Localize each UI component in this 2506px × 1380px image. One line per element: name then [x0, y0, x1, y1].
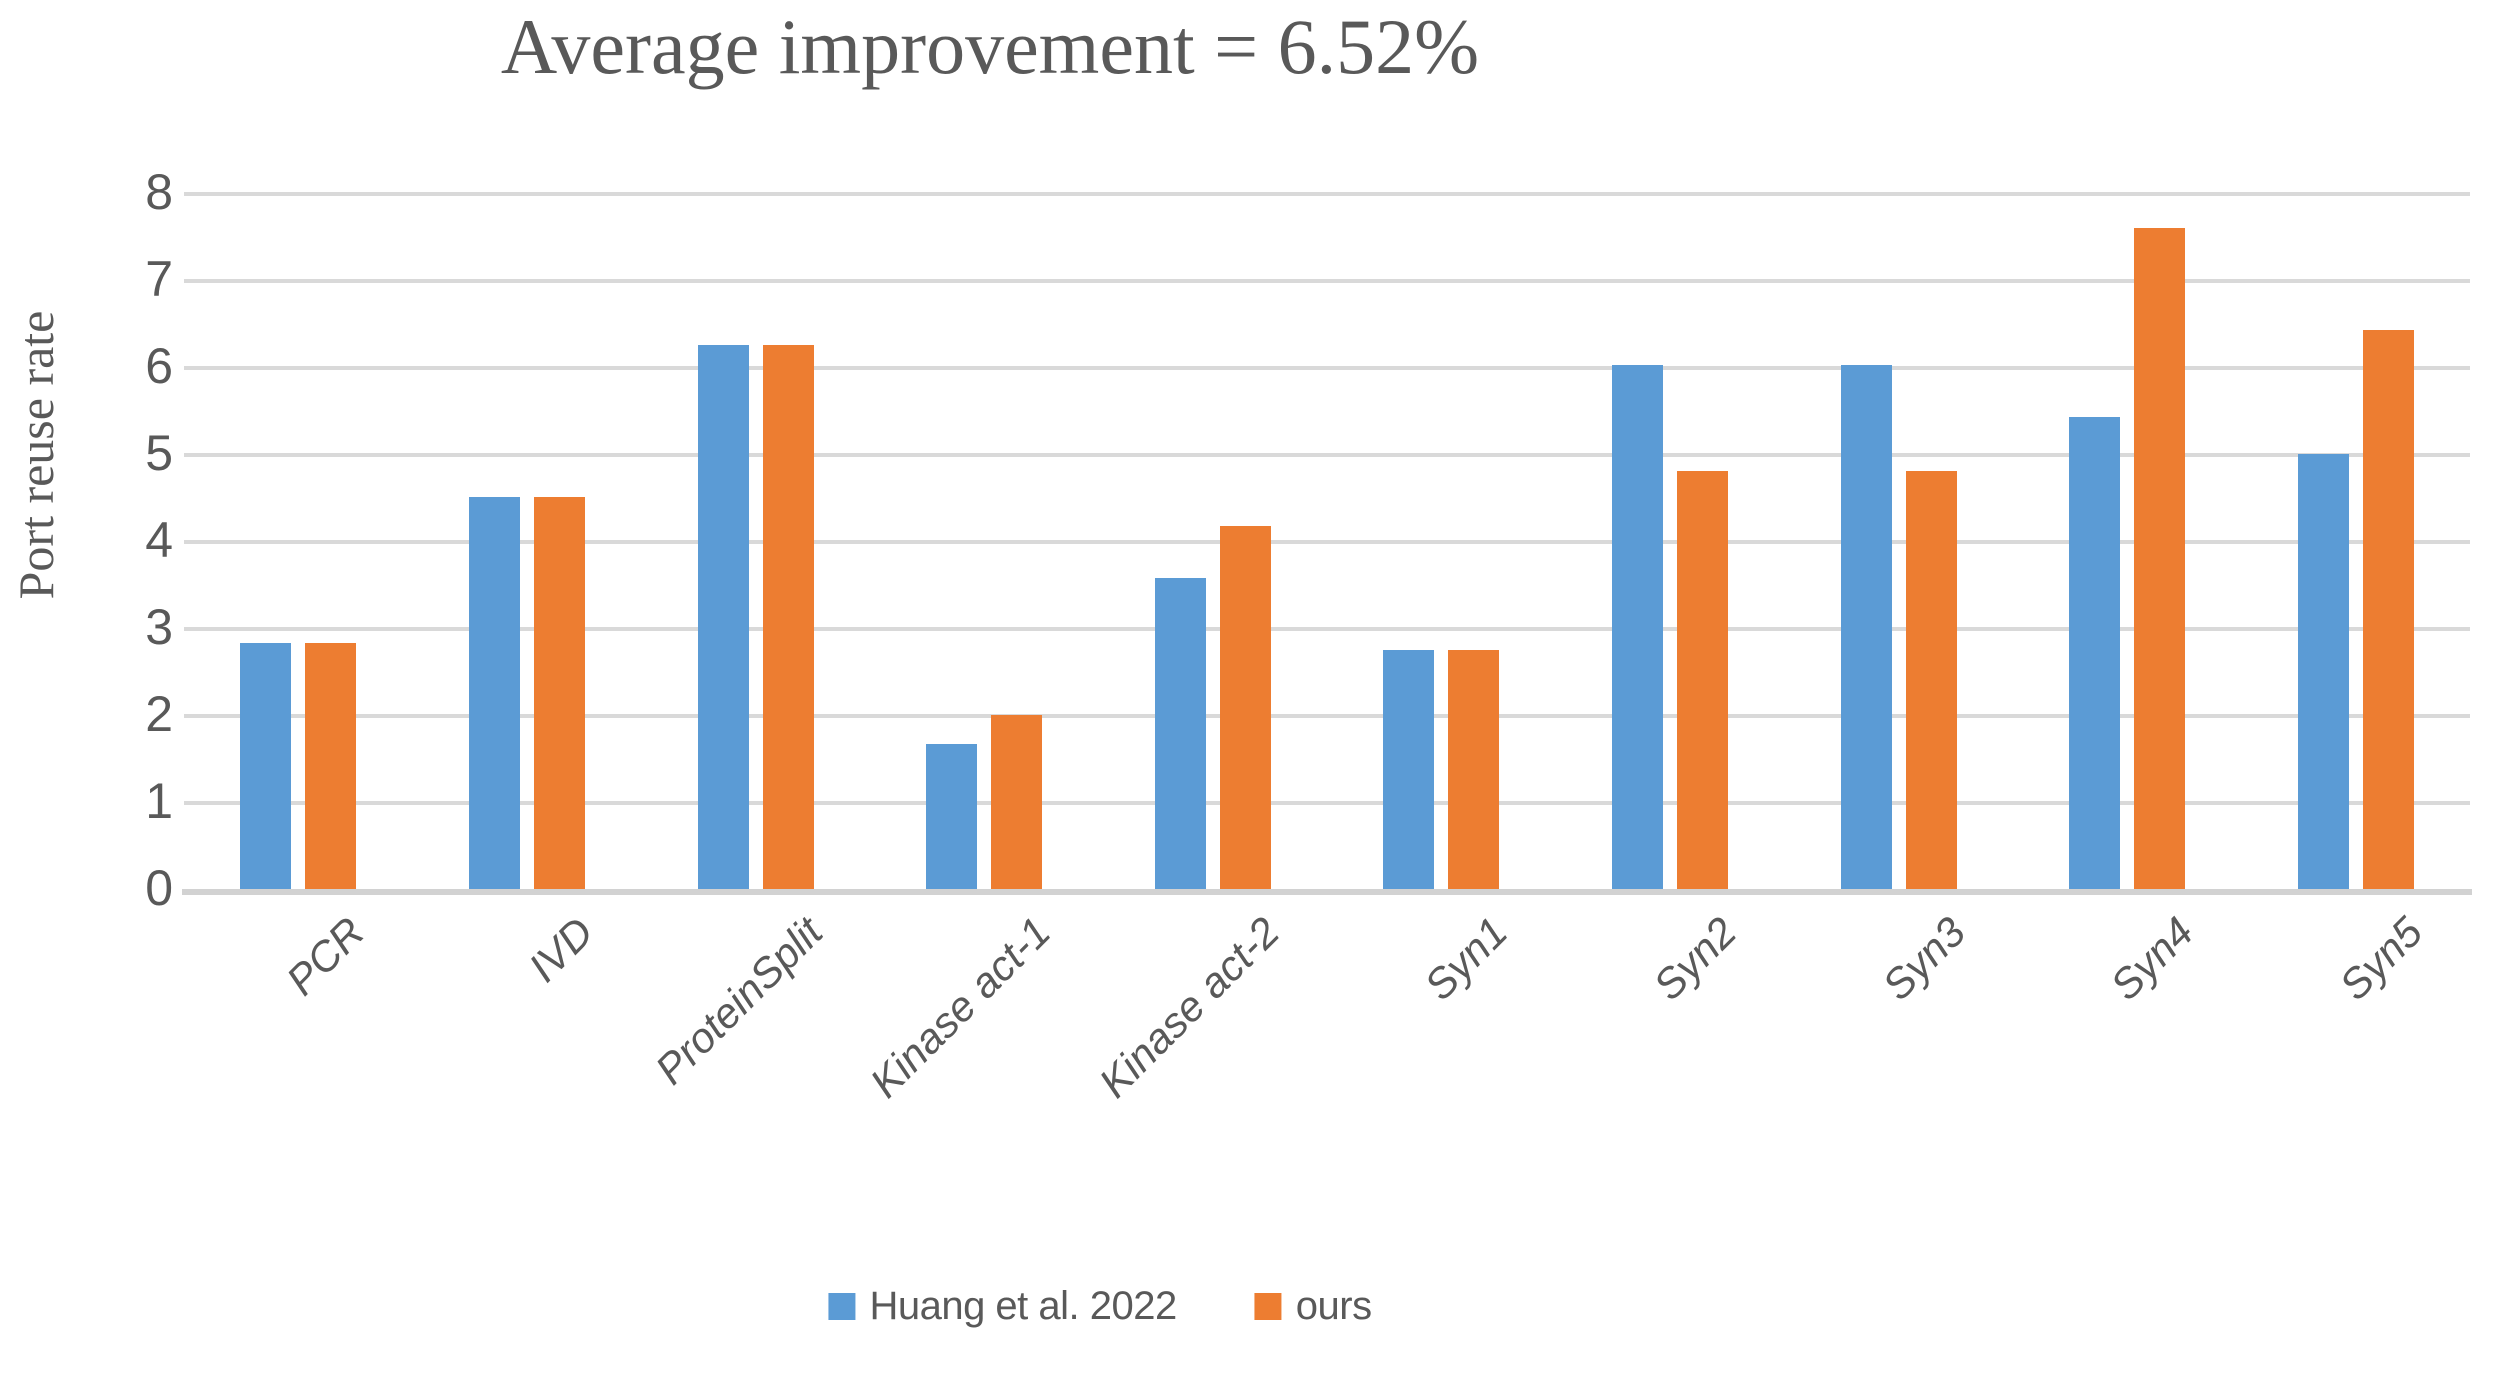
bar-ours-syn1 [1448, 650, 1499, 889]
y-tick-label-4: 4 [145, 512, 173, 568]
gridline-y-1 [184, 801, 2470, 805]
bar-huang-proteinsplit [698, 345, 749, 889]
legend: Huang et al. 2022 ours [828, 1284, 1372, 1329]
bar-ours-syn3 [1906, 471, 1957, 889]
bar-ours-syn5 [2363, 330, 2414, 889]
gridline-y-6 [184, 366, 2470, 370]
gridline-y-8 [184, 192, 2470, 196]
gridline-y-3 [184, 627, 2470, 631]
y-tick-label-5: 5 [145, 425, 173, 481]
gridline-y-2 [184, 714, 2470, 718]
gridline-y-7 [184, 279, 2470, 283]
x-tick-label-syn3: Syn3 [1873, 908, 1975, 1009]
x-tick-label-proteinsplit: ProteinSplit [646, 908, 832, 1094]
legend-swatch-huang [828, 1293, 856, 1320]
bar-ours-kinase-act-1 [991, 715, 1042, 889]
legend-item-ours: ours [1254, 1284, 1372, 1329]
bar-ours-kinase-act-2 [1220, 526, 1271, 889]
y-tick-label-2: 2 [145, 686, 173, 742]
bar-huang-ivd [469, 497, 520, 889]
bar-huang-syn2 [1612, 365, 1663, 889]
x-axis-line [182, 889, 2472, 895]
y-tick-label-6: 6 [145, 338, 173, 394]
bar-ours-pcr [305, 643, 356, 889]
bar-huang-pcr [240, 643, 291, 889]
x-tick-label-syn5: Syn5 [2330, 908, 2432, 1009]
y-tick-label-3: 3 [145, 599, 173, 655]
gridline-y-4 [184, 540, 2470, 544]
y-tick-label-0: 0 [145, 860, 173, 916]
x-tick-label-ivd: IVD [519, 908, 603, 991]
legend-item-huang: Huang et al. 2022 [828, 1284, 1177, 1329]
y-tick-label-1: 1 [145, 773, 173, 829]
gridline-y-5 [184, 453, 2470, 457]
bar-huang-syn4 [2069, 417, 2120, 889]
bar-huang-syn5 [2298, 454, 2349, 889]
bar-ours-ivd [534, 497, 585, 889]
bar-huang-kinase-act-1 [926, 744, 977, 889]
legend-swatch-ours [1254, 1293, 1282, 1320]
y-tick-label-7: 7 [145, 251, 173, 307]
y-tick-label-8: 8 [145, 164, 173, 220]
legend-label-ours: ours [1295, 1284, 1372, 1328]
bar-huang-syn3 [1841, 365, 1892, 889]
bar-ours-proteinsplit [763, 345, 814, 889]
x-tick-label-syn4: Syn4 [2101, 908, 2203, 1009]
legend-label-huang: Huang et al. 2022 [869, 1284, 1177, 1328]
chart-title: Average improvement = 6.52% [500, 3, 1480, 90]
bar-ours-syn2 [1677, 471, 1728, 889]
bar-huang-syn1 [1383, 650, 1434, 889]
bar-huang-kinase-act-2 [1155, 578, 1206, 889]
bar-ours-syn4 [2134, 228, 2185, 889]
bar-chart: Average improvement = 6.52% Port reuse r… [8, 3, 2472, 1329]
